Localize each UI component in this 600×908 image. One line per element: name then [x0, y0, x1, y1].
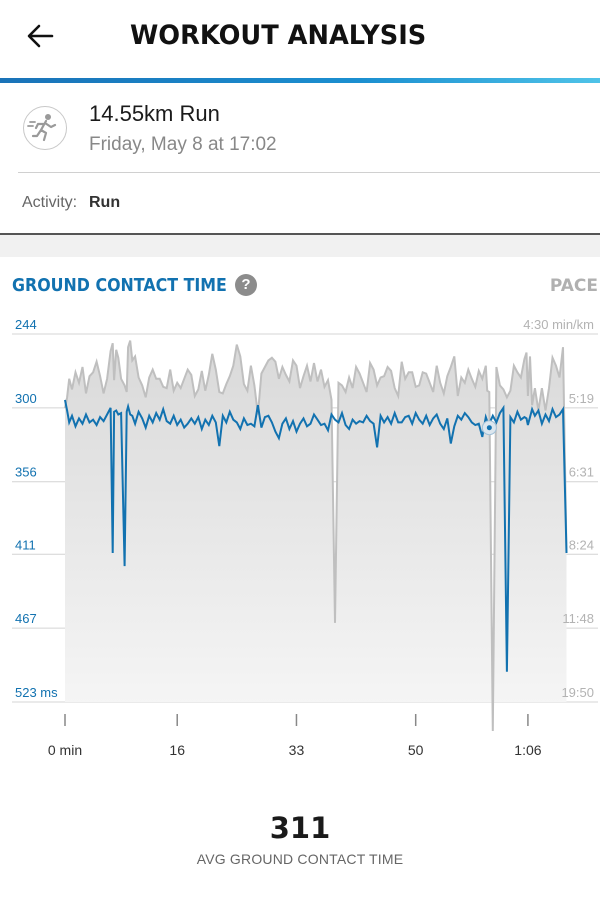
activity-card	[0, 83, 600, 235]
avg-value: 311	[269, 811, 331, 845]
ground-contact-chart[interactable]: 244 300 356 411 467 523 ms 4:30 min/km 5:19 6:3…	[0, 300, 600, 770]
divider	[18, 172, 600, 173]
app-header: WORKOUT ANALYSIS	[0, 0, 600, 80]
activity-type-value: Run	[89, 194, 121, 211]
x-axis-tick-label: 33	[289, 742, 305, 758]
accent-bar	[0, 78, 600, 83]
right-axis-tick-label: 5:19	[569, 391, 594, 406]
pace-area	[65, 340, 567, 731]
left-axis-tick-label: 244	[15, 317, 37, 332]
pace-line	[64, 340, 568, 732]
section-gap	[0, 235, 600, 257]
back-button[interactable]	[22, 18, 62, 54]
left-axis-tick-label: 411	[15, 537, 36, 552]
right-axis-tick-label: 19:50	[561, 685, 594, 700]
x-axis-tick-label: 16	[169, 742, 185, 758]
data-point-marker-dot	[486, 425, 492, 431]
right-axis-tick-label: 11:48	[562, 611, 594, 626]
right-axis-tick-label: 4:30 min/km	[523, 317, 594, 332]
x-axis-tick-label: 50	[408, 742, 424, 758]
x-axis-tick-label: 1:06	[514, 742, 541, 758]
left-axis-tick-label: 523 ms	[15, 685, 58, 700]
avg-label: AVG GROUND CONTACT TIME	[196, 851, 404, 867]
running-person-icon	[23, 106, 67, 150]
pace-toggle[interactable]: PACE	[549, 276, 598, 296]
right-axis-tick-label: 8:24	[569, 537, 594, 552]
metric-title: GROUND CONTACT TIME	[12, 275, 227, 296]
right-axis-tick-label: 6:31	[569, 465, 594, 480]
left-axis-tick-label: 467	[15, 611, 37, 626]
x-axis-tick-label: 0 min	[48, 742, 82, 758]
arrow-left-icon	[27, 24, 54, 48]
question-mark-icon[interactable]: ?	[235, 274, 257, 296]
divider	[0, 233, 600, 235]
page-title: WORKOUT ANALYSIS	[130, 20, 427, 51]
left-axis-tick-label: 300	[15, 391, 37, 406]
left-axis-tick-label: 356	[15, 465, 37, 480]
activity-title: 14.55km Run	[89, 101, 220, 126]
activity-type-label: Activity:	[22, 194, 78, 211]
ground-contact-line	[64, 399, 568, 672]
activity-date: Friday, May 8 at 17:02	[89, 134, 277, 155]
